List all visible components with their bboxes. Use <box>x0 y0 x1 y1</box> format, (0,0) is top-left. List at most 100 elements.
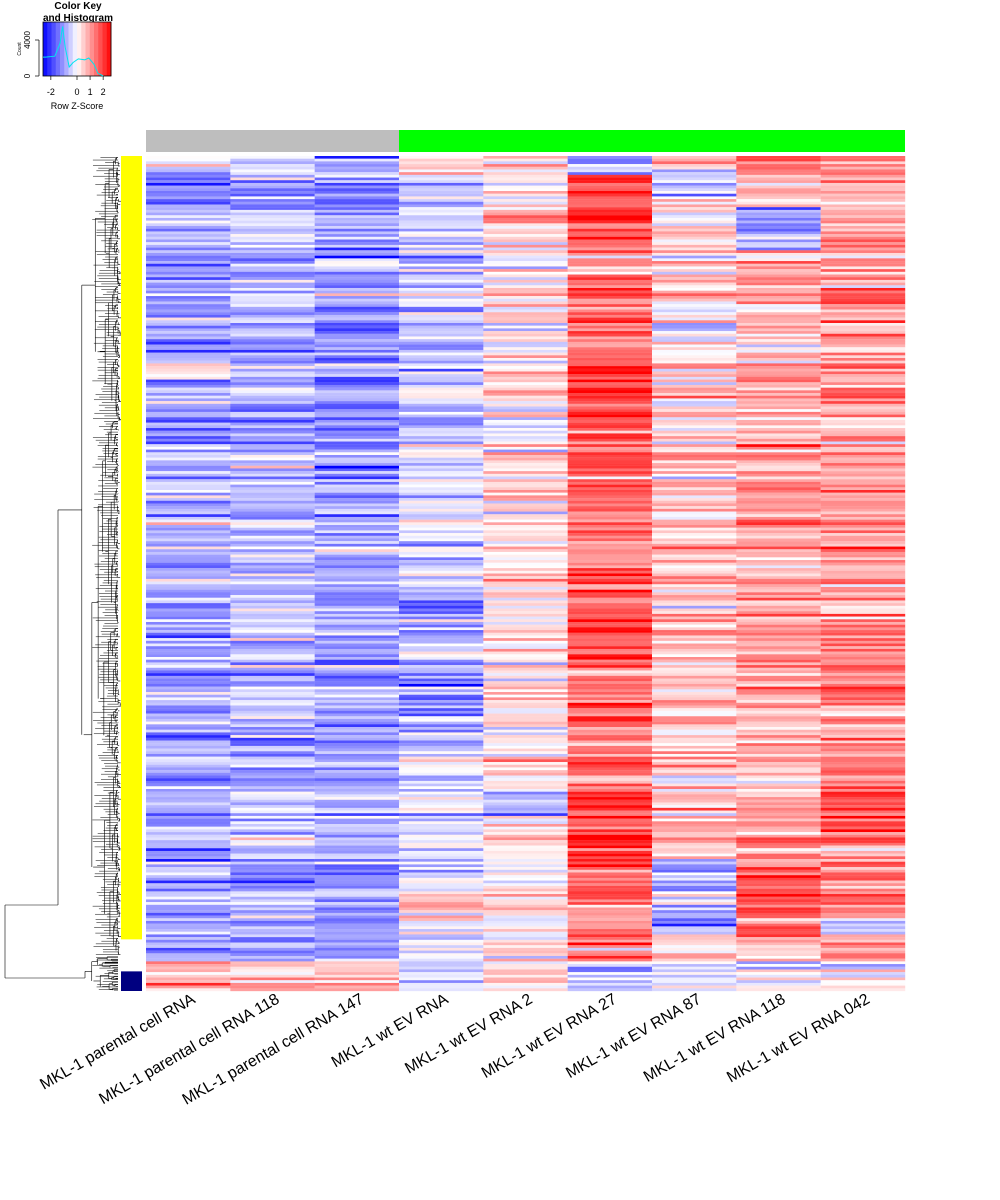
heatmap-cell <box>736 177 821 181</box>
heatmap-cell <box>652 821 737 825</box>
heatmap-cell <box>146 263 231 267</box>
heatmap-cell <box>736 988 821 992</box>
heatmap-cell <box>483 964 568 967</box>
heatmap-cell <box>736 643 821 647</box>
heatmap-cell <box>736 549 821 553</box>
heatmap-cell <box>567 689 653 693</box>
heatmap-cell <box>483 487 568 491</box>
heatmap-cell <box>652 533 737 536</box>
heatmap-cell <box>820 767 906 771</box>
heatmap-cell <box>483 309 568 313</box>
heatmap-cell <box>567 263 653 267</box>
heatmap-cell <box>230 438 315 442</box>
heatmap-cell <box>399 829 484 833</box>
heatmap-cell <box>652 799 737 803</box>
heatmap-cell <box>652 428 737 431</box>
heatmap-cell <box>820 630 906 633</box>
heatmap-cell <box>483 600 568 604</box>
heatmap-cell <box>146 918 231 922</box>
heatmap-cell <box>820 384 906 388</box>
heatmap-cell <box>399 988 484 992</box>
color-key-bin <box>98 22 103 76</box>
heatmap-cell <box>567 363 653 367</box>
heatmap-cell <box>146 923 231 927</box>
heatmap-cell <box>483 428 568 431</box>
heatmap-cell <box>314 274 400 278</box>
heatmap-cell <box>146 514 231 518</box>
heatmap-cell <box>820 244 906 248</box>
heatmap-cell <box>483 358 568 361</box>
heatmap-cell <box>230 180 315 184</box>
heatmap-cell <box>483 223 568 227</box>
heatmap-cell <box>736 657 821 660</box>
heatmap-cell <box>736 312 821 316</box>
heatmap-cell <box>399 360 484 364</box>
heatmap-cell <box>314 982 400 986</box>
heatmap-cell <box>736 689 821 693</box>
heatmap-cell <box>230 783 315 787</box>
row-dendrogram <box>4 157 122 991</box>
heatmap-cell <box>652 290 737 294</box>
heatmap-cell <box>736 848 821 852</box>
heatmap-cell <box>567 988 653 992</box>
heatmap-cell <box>736 581 821 585</box>
heatmap-cell <box>820 845 906 849</box>
heatmap-cell <box>652 923 737 927</box>
heatmap-cell <box>314 786 400 790</box>
heatmap-cell <box>314 813 400 817</box>
heatmap-cell <box>652 341 737 345</box>
heatmap-cell <box>483 269 568 272</box>
heatmap-cell <box>483 646 568 650</box>
heatmap-cell <box>736 196 821 200</box>
heatmap-cell <box>652 743 737 747</box>
heatmap-cell <box>567 824 653 827</box>
heatmap-cell <box>230 169 315 173</box>
heatmap-cell <box>314 277 400 281</box>
heatmap-cell <box>483 896 568 900</box>
heatmap-cell <box>314 675 400 679</box>
heatmap-cell <box>483 331 568 334</box>
heatmap-cell <box>567 535 653 539</box>
heatmap-cell <box>483 837 568 841</box>
heatmap-cell <box>567 217 653 221</box>
heatmap-cell <box>736 985 821 989</box>
heatmap-cell <box>820 247 906 251</box>
heatmap-cell <box>820 988 906 992</box>
heatmap-cell <box>230 708 315 712</box>
heatmap-cell <box>314 619 400 623</box>
heatmap-cell <box>230 896 315 900</box>
heatmap-cell <box>736 616 821 620</box>
heatmap-cell <box>399 341 484 345</box>
heatmap-cell <box>736 859 821 862</box>
heatmap-cell <box>652 834 737 838</box>
heatmap-cell <box>736 282 821 286</box>
heatmap-cell <box>483 918 568 922</box>
heatmap-cell <box>652 856 737 860</box>
heatmap-cell <box>483 969 568 973</box>
heatmap-cell <box>652 164 737 167</box>
color-key-bin <box>94 22 99 76</box>
heatmap-cell <box>314 438 400 442</box>
heatmap-cell <box>652 263 737 267</box>
heatmap-cell <box>483 980 568 984</box>
heatmap-cell <box>567 702 653 706</box>
heatmap-cell <box>230 236 315 240</box>
heatmap-cell <box>736 570 821 574</box>
heatmap-cell <box>230 597 315 601</box>
heatmap-cell <box>736 718 821 722</box>
heatmap-cell <box>736 460 821 464</box>
heatmap-cell <box>230 953 315 957</box>
heatmap-cell <box>652 939 737 943</box>
heatmap-cell <box>146 546 231 550</box>
heatmap-cell <box>652 541 737 545</box>
heatmap-cell <box>652 697 737 701</box>
heatmap-cell <box>736 317 821 321</box>
heatmap-cell <box>483 584 568 588</box>
heatmap-cell <box>230 743 315 747</box>
heatmap-cell <box>567 721 653 725</box>
heatmap-cell <box>399 514 484 518</box>
heatmap-cell <box>230 554 315 558</box>
heatmap-cell <box>314 468 400 472</box>
heatmap-cell <box>820 363 906 367</box>
heatmap-cell <box>399 156 484 159</box>
